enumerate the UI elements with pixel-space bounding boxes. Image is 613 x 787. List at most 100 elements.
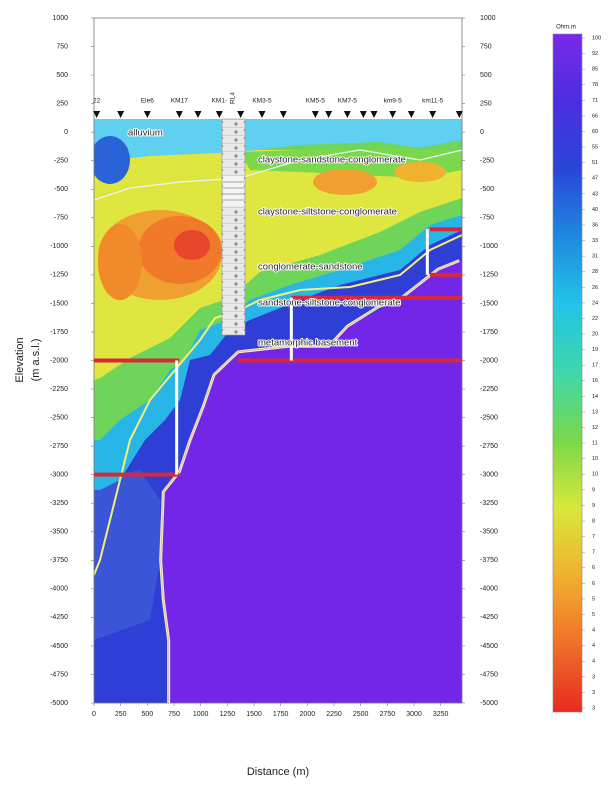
colorbar-tick-label: 7 bbox=[592, 550, 595, 556]
colorbar-tick-label: 11 bbox=[592, 441, 598, 447]
y-tick-label-right: -500 bbox=[480, 186, 494, 193]
colorbar-tick-label: 33 bbox=[592, 238, 598, 244]
colorbar-tick-label: 31 bbox=[592, 254, 598, 260]
y-axis-title: (m a.s.l.) bbox=[30, 339, 42, 382]
colorbar-tick-label: 3 bbox=[592, 674, 595, 680]
y-tick-label: -1750 bbox=[50, 329, 68, 336]
field-zone bbox=[90, 136, 130, 184]
y-tick-label: -1250 bbox=[50, 272, 68, 279]
y-tick-label-right: 1000 bbox=[480, 15, 496, 22]
y-tick-label-right: 750 bbox=[480, 43, 492, 50]
station-label: km11-5 bbox=[422, 98, 444, 105]
colorbar-tick-label: 92 bbox=[592, 51, 598, 57]
colorbar-tick-label: 60 bbox=[592, 129, 598, 135]
x-tick-label: 2250 bbox=[326, 711, 342, 718]
colorbar-tick-label: 6 bbox=[592, 565, 595, 571]
y-tick-label-right: 0 bbox=[480, 129, 484, 136]
colorbar-tick-label: 12 bbox=[592, 425, 598, 431]
colorbar-tick-label: 4 bbox=[592, 628, 595, 634]
y-tick-label: -2750 bbox=[50, 443, 68, 450]
y-tick-label: 750 bbox=[56, 43, 68, 50]
y-tick-label: -2250 bbox=[50, 386, 68, 393]
field-zone bbox=[313, 169, 377, 195]
colorbar-tick-label: 28 bbox=[592, 269, 598, 275]
station-label: KM7-5 bbox=[338, 98, 358, 105]
y-tick-label: -4250 bbox=[50, 614, 68, 621]
station-marker bbox=[144, 111, 151, 118]
colorbar-tick-label: 9 bbox=[592, 503, 595, 509]
station-marker bbox=[195, 111, 202, 118]
layer-label: claystone-sandstone-conglomerate bbox=[258, 155, 406, 166]
station-label: KM3-5 bbox=[252, 98, 272, 105]
colorbar-tick-label: 100 bbox=[592, 35, 601, 41]
station-marker bbox=[237, 111, 244, 118]
y-tick-label-right: -3500 bbox=[480, 529, 498, 536]
colorbar-tick-label: 22 bbox=[592, 316, 598, 322]
y-tick-label-right: -2250 bbox=[480, 386, 498, 393]
y-tick-label: -2500 bbox=[50, 414, 68, 421]
y-tick-label: -2000 bbox=[50, 357, 68, 364]
y-tick-label-right: -2000 bbox=[480, 357, 498, 364]
borehole-label: RL4 bbox=[230, 92, 237, 104]
colorbar-tick-label: 47 bbox=[592, 176, 598, 182]
field-zone bbox=[94, 470, 160, 640]
station-marker bbox=[429, 111, 436, 118]
y-tick-label-right: -250 bbox=[480, 158, 494, 165]
y-tick-label-right: -3250 bbox=[480, 500, 498, 507]
colorbar-tick-label: 9 bbox=[592, 487, 595, 493]
y-tick-label-right: -750 bbox=[480, 215, 494, 222]
station-label: Ele6 bbox=[141, 98, 154, 105]
station-marker bbox=[117, 111, 124, 118]
y-tick-label-right: -1750 bbox=[480, 329, 498, 336]
colorbar-tick-label: 17 bbox=[592, 363, 598, 369]
x-tick-label: 1750 bbox=[273, 711, 289, 718]
colorbar-tick-label: 71 bbox=[592, 98, 598, 104]
station-label: KM5-5 bbox=[306, 98, 326, 105]
y-tick-label: -3750 bbox=[50, 557, 68, 564]
colorbar-tick-label: 36 bbox=[592, 222, 598, 228]
x-tick-label: 2750 bbox=[380, 711, 396, 718]
colorbar-tick-label: 4 bbox=[592, 643, 595, 649]
y-tick-label: -3000 bbox=[50, 472, 68, 479]
colorbar-tick-label: 5 bbox=[592, 596, 595, 602]
y-tick-label: -500 bbox=[54, 186, 68, 193]
y-tick-label: -1500 bbox=[50, 300, 68, 307]
colorbar-tick-label: 51 bbox=[592, 160, 598, 166]
colorbar-tick-label: 8 bbox=[592, 518, 595, 524]
station-marker bbox=[344, 111, 351, 118]
station-marker bbox=[280, 111, 287, 118]
y-tick-label: 0 bbox=[64, 129, 68, 136]
y-tick-label-right: -4750 bbox=[480, 671, 498, 678]
x-tick-label: 500 bbox=[141, 711, 153, 718]
station-label: 22 bbox=[93, 98, 101, 105]
y-tick-label-right: -1500 bbox=[480, 300, 498, 307]
y-tick-label-right: 500 bbox=[480, 72, 492, 79]
y-tick-label: -4000 bbox=[50, 586, 68, 593]
layer-label: alluvium bbox=[128, 128, 163, 139]
colorbar bbox=[553, 34, 582, 712]
x-tick-label: 3250 bbox=[433, 711, 449, 718]
station-marker bbox=[389, 111, 396, 118]
colorbar-tick-label: 20 bbox=[592, 331, 598, 337]
colorbar-tick-label: 13 bbox=[592, 409, 598, 415]
x-tick-label: 2000 bbox=[300, 711, 316, 718]
colorbar-tick-label: 16 bbox=[592, 378, 598, 384]
y-tick-label: -250 bbox=[54, 158, 68, 165]
y-tick-label-right: -4500 bbox=[480, 643, 498, 650]
x-tick-label: 750 bbox=[168, 711, 180, 718]
y-tick-label-right: -4250 bbox=[480, 614, 498, 621]
station-marker bbox=[216, 111, 223, 118]
layer-label: sandstone-siltstone-conglomerate bbox=[258, 298, 401, 309]
station-label: km9-5 bbox=[384, 98, 402, 105]
x-tick-label: 1000 bbox=[193, 711, 209, 718]
colorbar-tick-label: 10 bbox=[592, 456, 598, 462]
y-tick-label: 250 bbox=[56, 100, 68, 107]
colorbar-tick-label: 85 bbox=[592, 67, 598, 73]
y-tick-label-right: -1000 bbox=[480, 243, 498, 250]
station-label: KM1- bbox=[212, 98, 228, 105]
colorbar-tick-label: 24 bbox=[592, 300, 598, 306]
y-tick-label: -5000 bbox=[50, 700, 68, 707]
borehole-section bbox=[223, 176, 244, 206]
x-tick-label: 250 bbox=[115, 711, 127, 718]
colorbar-tick-label: 78 bbox=[592, 82, 598, 88]
